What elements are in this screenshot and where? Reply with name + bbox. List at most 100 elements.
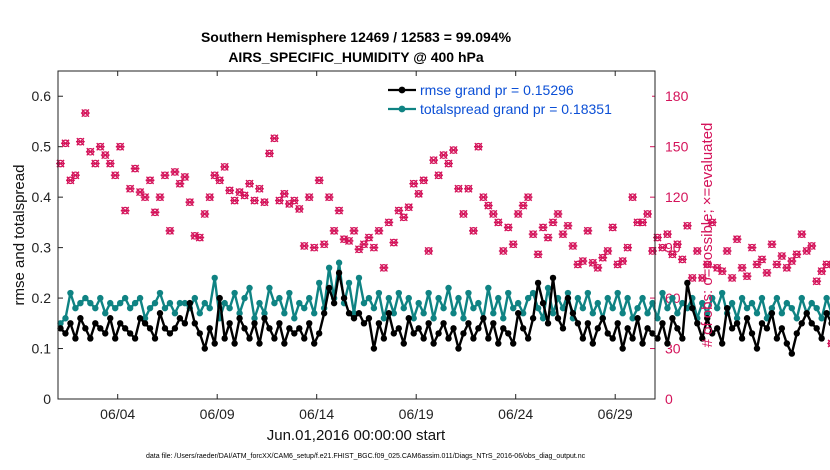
rmse-point	[689, 304, 696, 312]
totalspread-point	[544, 284, 552, 292]
rmse-point	[470, 335, 477, 342]
obs-evaluated-point	[483, 201, 493, 210]
rmse-point	[291, 330, 298, 337]
totalspread-point	[644, 310, 651, 317]
totalspread-point	[465, 289, 472, 297]
rmse-point	[440, 320, 447, 327]
totalspread-point	[365, 294, 373, 302]
y-left-tick-label: 0	[43, 391, 51, 407]
rmse-point	[112, 335, 119, 342]
rmse-point	[450, 325, 457, 332]
totalspread-point	[146, 304, 154, 312]
rmse-point	[445, 335, 452, 342]
totalspread-point	[62, 315, 69, 322]
rmse-point	[465, 320, 472, 327]
obs-evaluated-point	[439, 151, 448, 160]
totalspread-point	[534, 304, 542, 312]
rmse-point	[97, 325, 104, 332]
obs-evaluated-point	[807, 241, 817, 250]
totalspread-point	[619, 310, 626, 317]
obs-evaluated-point	[115, 142, 125, 151]
rmse-point	[634, 315, 641, 322]
totalspread-point	[609, 304, 616, 312]
obs-evaluated-point	[668, 250, 677, 259]
totalspread-point	[266, 284, 273, 292]
obs-evaluated-point	[364, 233, 374, 242]
obs-evaluated-point	[473, 142, 483, 151]
obs-evaluated-point	[374, 226, 384, 235]
x-axis-label: Jun.01,2016 00:00:00 start	[267, 427, 446, 444]
obs-evaluated-point	[469, 226, 478, 235]
rmse-point	[141, 320, 149, 327]
obs-evaluated-point	[130, 164, 140, 173]
totalspread-point	[385, 294, 393, 302]
totalspread-point	[584, 289, 592, 297]
obs-evaluated-point	[623, 243, 633, 252]
totalspread-point	[395, 289, 402, 297]
rmse-point	[92, 320, 99, 327]
rmse-point	[400, 340, 407, 347]
totalspread-point	[425, 289, 432, 297]
rmse-point	[788, 350, 796, 357]
obs-evaluated-point	[553, 209, 563, 219]
totalspread-point	[470, 304, 477, 312]
obs-evaluated-point	[429, 156, 439, 165]
plot-area	[58, 71, 655, 399]
obs-evaluated-point	[653, 233, 662, 242]
totalspread-point	[360, 299, 368, 307]
obs-evaluated-point	[523, 193, 533, 202]
totalspread-point	[67, 289, 74, 297]
rmse-point	[320, 310, 328, 317]
totalspread-point	[405, 294, 412, 302]
rmse-point	[485, 335, 492, 342]
rmse-point	[490, 320, 497, 327]
totalspread-point	[161, 304, 169, 312]
obs-evaluated-point	[260, 198, 269, 207]
obs-evaluated-point	[125, 184, 135, 193]
obs-evaluated-point	[598, 253, 608, 262]
rmse-point	[694, 320, 701, 327]
totalspread-point	[226, 304, 233, 312]
legend-rmse-marker	[398, 86, 406, 94]
obs-evaluated-point	[827, 339, 830, 348]
obs-evaluated-point	[324, 193, 334, 202]
totalspread-point	[738, 294, 746, 302]
totalspread-point	[370, 304, 378, 312]
y-axis-right-label: # of obs: o=possible; ×=evaluated	[699, 123, 716, 348]
rmse-point	[495, 340, 502, 347]
rmse-point	[335, 269, 343, 277]
obs-evaluated-point	[165, 226, 175, 235]
totalspread-point	[594, 299, 601, 307]
totalspread-point	[445, 284, 452, 292]
rmse-point	[564, 294, 572, 302]
rmse-point	[306, 320, 313, 327]
rmse-point	[475, 325, 482, 332]
totalspread-point	[156, 289, 164, 297]
obs-evaluated-point	[583, 226, 593, 235]
obs-evaluated-point	[533, 250, 543, 259]
obs-evaluated-point	[250, 196, 259, 205]
rmse-point	[574, 320, 582, 327]
obs-evaluated-point	[71, 171, 80, 180]
rmse-point	[226, 320, 233, 327]
totalspread-point	[206, 304, 213, 312]
rmse-point	[500, 325, 507, 332]
rmse-point	[211, 340, 218, 347]
obs-evaluated-point	[215, 176, 225, 185]
obs-evaluated-point	[294, 204, 304, 213]
obs-evaluated-point	[180, 172, 190, 182]
obs-evaluated-point	[414, 189, 424, 198]
rmse-point	[77, 315, 84, 322]
obs-evaluated-point	[110, 171, 120, 180]
rmse-point	[539, 299, 547, 307]
rmse-point	[62, 330, 69, 337]
obs-evaluated-point	[434, 171, 443, 180]
totalspread-point	[514, 299, 522, 307]
totalspread-point	[713, 304, 721, 312]
rmse-point	[67, 320, 74, 327]
obs-evaluated-point	[379, 263, 389, 272]
obs-evaluated-point	[334, 206, 344, 215]
obs-evaluated-point	[349, 226, 359, 235]
obs-evaluated-point	[399, 213, 409, 222]
obs-evaluated-point	[100, 151, 110, 160]
